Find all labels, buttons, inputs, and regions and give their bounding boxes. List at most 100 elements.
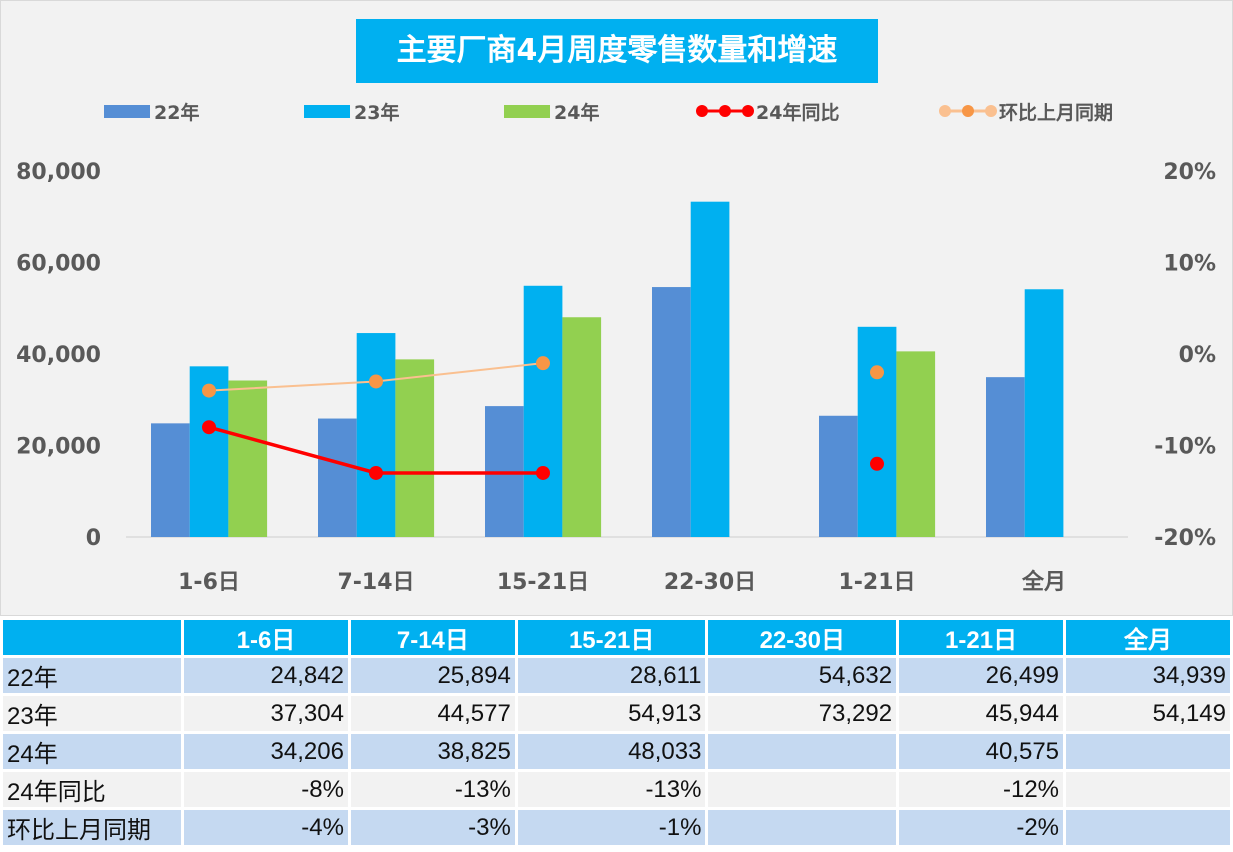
table-cell: -12% bbox=[896, 769, 1067, 810]
data-table: 1-6日 7-14日 15-21日 22-30日 1-21日 全月 22年 24,842 25,… bbox=[0, 617, 1233, 848]
table-cell: 54,913 bbox=[514, 693, 709, 734]
row-label: 24年同比 bbox=[0, 769, 184, 810]
table-cell: 34,206 bbox=[181, 731, 351, 772]
table-row: 24年同比 -8% -13% -13% -12% bbox=[0, 769, 1233, 810]
legend-item: 24年同比 bbox=[696, 99, 840, 124]
point-环比上月同期-15-21日 bbox=[536, 356, 550, 371]
x-tick-label: 全月 bbox=[1021, 569, 1066, 595]
table-cell bbox=[1063, 807, 1233, 848]
row-label: 环比上月同期 bbox=[0, 807, 184, 848]
bar-23年-全月 bbox=[1024, 289, 1064, 537]
row-label: 24年 bbox=[0, 731, 184, 772]
bar-23年-7-14日 bbox=[356, 333, 396, 537]
bar-22年-22-30日 bbox=[652, 287, 691, 537]
legend-label: 24年同比 bbox=[756, 101, 840, 124]
x-tick-label: 22-30日 bbox=[664, 570, 756, 595]
table-cell: 37,304 bbox=[181, 693, 351, 734]
table-cell bbox=[705, 769, 900, 810]
legend-label: 23年 bbox=[354, 101, 400, 124]
column-header: 7-14日 bbox=[347, 617, 518, 658]
legend-item: 22年 bbox=[104, 99, 200, 124]
bar-23年-22-30日 bbox=[690, 201, 730, 538]
point-环比上月同期-1-6日 bbox=[202, 383, 216, 398]
table-cell: 54,149 bbox=[1063, 693, 1233, 734]
column-header: 全月 bbox=[1063, 617, 1233, 658]
point-24年同比-7-14日 bbox=[369, 465, 383, 480]
table-cell: -8% bbox=[181, 769, 351, 810]
column-header: 1-21日 bbox=[896, 617, 1067, 658]
column-header bbox=[0, 617, 184, 658]
bar-23年-15-21日 bbox=[523, 285, 563, 537]
x-tick-label: 1-6日 bbox=[178, 570, 240, 595]
table-cell: -13% bbox=[514, 769, 709, 810]
y-tick-label: 20,000 bbox=[16, 435, 101, 460]
table-row: 24年 34,206 38,825 48,033 40,575 bbox=[0, 731, 1233, 772]
x-tick-label: 1-21日 bbox=[838, 570, 915, 595]
bar-22年-7-14日 bbox=[318, 418, 357, 537]
legend-swatch bbox=[104, 104, 150, 118]
bar-22年-1-6日 bbox=[151, 423, 190, 537]
bar-24年-1-21日 bbox=[896, 351, 936, 537]
table-cell: 26,499 bbox=[896, 655, 1067, 696]
legend-line-marker-icon bbox=[939, 105, 997, 117]
table-row: 环比上月同期 -4% -3% -1% -2% bbox=[0, 807, 1233, 848]
table-cell: -1% bbox=[514, 807, 709, 848]
legend-label: 22年 bbox=[154, 101, 200, 124]
table-cell bbox=[1063, 731, 1233, 772]
table-cell bbox=[705, 731, 900, 772]
column-header: 15-21日 bbox=[514, 617, 709, 658]
legend-label: 24年 bbox=[554, 101, 600, 124]
bar-24年-1-6日 bbox=[228, 380, 268, 537]
table-cell: -3% bbox=[347, 807, 518, 848]
table-cell bbox=[705, 807, 900, 848]
table-cell: 73,292 bbox=[705, 693, 900, 734]
column-header: 22-30日 bbox=[705, 617, 900, 658]
bar-22年-1-21日 bbox=[819, 415, 858, 537]
legend-swatch bbox=[304, 104, 350, 118]
table-cell: 40,575 bbox=[896, 731, 1067, 772]
table-cell: 54,632 bbox=[705, 655, 900, 696]
y2-tick-label: -20% bbox=[1154, 526, 1216, 551]
chart-panel: 主要厂商4月周度零售数量和增速 22年 23年 24年 24年同比 环比上月同期 0 20… bbox=[0, 0, 1233, 616]
table-cell: 38,825 bbox=[347, 731, 518, 772]
table-cell: -2% bbox=[896, 807, 1067, 848]
chart-plot: 0 20,000 40,000 60,000 80,000 -20% -10% 0% 10% 20… bbox=[16, 160, 1216, 595]
row-label: 23年 bbox=[0, 693, 184, 734]
legend-label: 环比上月同期 bbox=[999, 101, 1114, 124]
table-row: 22年 24,842 25,894 28,611 54,632 26,499 34,939 bbox=[0, 655, 1233, 696]
table-cell: 44,577 bbox=[347, 693, 518, 734]
x-tick-label: 7-14日 bbox=[337, 570, 414, 595]
chart-title: 主要厂商4月周度零售数量和增速 bbox=[356, 19, 878, 83]
table-row: 23年 37,304 44,577 54,913 73,292 45,944 54,149 bbox=[0, 693, 1233, 734]
y2-tick-label: -10% bbox=[1154, 435, 1216, 460]
legend-item: 环比上月同期 bbox=[939, 99, 1114, 124]
y-tick-label: 80,000 bbox=[16, 160, 101, 185]
table-cell: 25,894 bbox=[347, 655, 518, 696]
point-24年同比-1-21日 bbox=[870, 456, 884, 471]
point-环比上月同期-1-21日 bbox=[870, 365, 884, 380]
bar-24年-15-21日 bbox=[562, 317, 602, 537]
bar-24年-7-14日 bbox=[395, 359, 435, 537]
bar-23年-1-21日 bbox=[857, 326, 897, 537]
table-cell: 28,611 bbox=[514, 655, 709, 696]
y2-tick-label: 20% bbox=[1163, 160, 1216, 185]
point-24年同比-15-21日 bbox=[536, 465, 550, 480]
table-cell: 45,944 bbox=[896, 693, 1067, 734]
table-cell: -13% bbox=[347, 769, 518, 810]
y2-tick-label: 10% bbox=[1163, 252, 1216, 277]
table-cell: 34,939 bbox=[1063, 655, 1233, 696]
table-cell: 24,842 bbox=[181, 655, 351, 696]
bar-22年-全月 bbox=[986, 377, 1025, 537]
point-环比上月同期-7-14日 bbox=[369, 374, 383, 389]
legend-item: 23年 bbox=[304, 99, 400, 124]
table-cell bbox=[1063, 769, 1233, 810]
y-tick-label: 40,000 bbox=[16, 343, 101, 368]
row-label: 22年 bbox=[0, 655, 184, 696]
table-cell: -4% bbox=[181, 807, 351, 848]
column-header: 1-6日 bbox=[181, 617, 351, 658]
y-tick-label: 0 bbox=[86, 526, 101, 551]
legend-item: 24年 bbox=[504, 99, 600, 124]
legend-swatch bbox=[504, 104, 550, 118]
y2-tick-label: 0% bbox=[1179, 343, 1216, 368]
x-tick-label: 15-21日 bbox=[497, 570, 589, 595]
